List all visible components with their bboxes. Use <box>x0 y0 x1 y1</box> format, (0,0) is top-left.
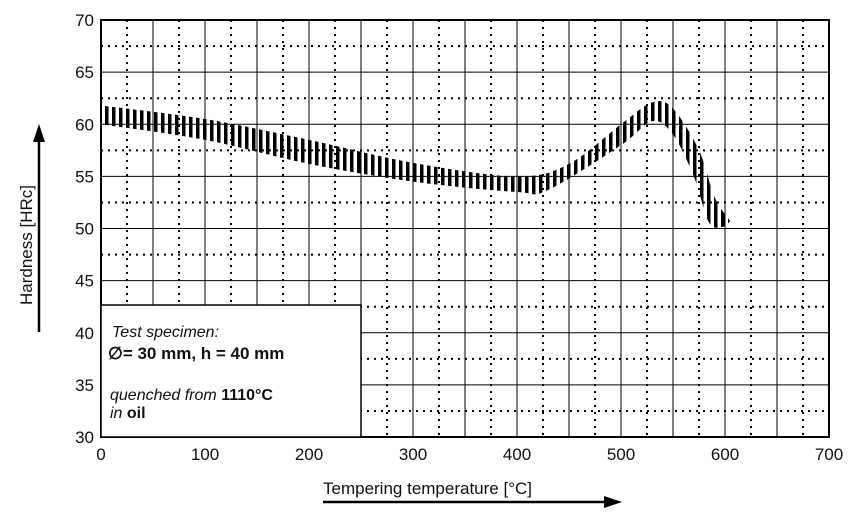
svg-text:Tempering temperature [°C]: Tempering temperature [°C] <box>323 479 532 498</box>
legend-line2: = 30 mm, h = 40 mm <box>123 344 285 363</box>
plot-frame <box>100 19 830 438</box>
hardness-band <box>101 101 731 228</box>
y-tick-label: 70 <box>75 11 94 30</box>
x-tick-label: 600 <box>711 445 739 464</box>
y-tick-label: 45 <box>75 272 94 291</box>
x-tick-label: 300 <box>399 445 427 464</box>
y-axis-label: Hardness [HRc] <box>17 124 45 332</box>
svg-text:Hardness [HRc]: Hardness [HRc] <box>17 185 36 305</box>
svg-text:in oil: in oil <box>110 405 146 422</box>
y-tick-label: 60 <box>75 115 94 134</box>
svg-text:quenched from 1110°C: quenched from 1110°C <box>110 387 273 404</box>
x-tick-label: 400 <box>503 445 531 464</box>
y-tick-label: 40 <box>75 324 94 343</box>
quench-medium: oil <box>127 405 146 422</box>
diameter-symbol: ∅ <box>108 344 123 363</box>
quench-temp: 1110°C <box>221 387 273 404</box>
y-tick-label: 55 <box>75 167 94 186</box>
legend-box: Test specimen: ∅= 30 mm, h = 40 mm quenc… <box>100 304 362 438</box>
y-tick-label: 35 <box>75 376 94 395</box>
x-tick-label: 500 <box>607 445 635 464</box>
y-tick-label: 30 <box>75 428 94 447</box>
x-tick-label: 200 <box>295 445 323 464</box>
x-tick-label: 0 <box>96 445 105 464</box>
legend-line1: Test specimen: <box>112 324 219 341</box>
svg-text:∅= 30 mm, h = 40 mm: ∅= 30 mm, h = 40 mm <box>108 344 284 363</box>
y-tick-label: 50 <box>75 220 94 239</box>
x-tick-label: 100 <box>191 445 219 464</box>
y-tick-label: 65 <box>75 63 94 82</box>
x-axis-label: Tempering temperature [°C] <box>323 479 622 508</box>
x-tick-label: 700 <box>815 445 843 464</box>
